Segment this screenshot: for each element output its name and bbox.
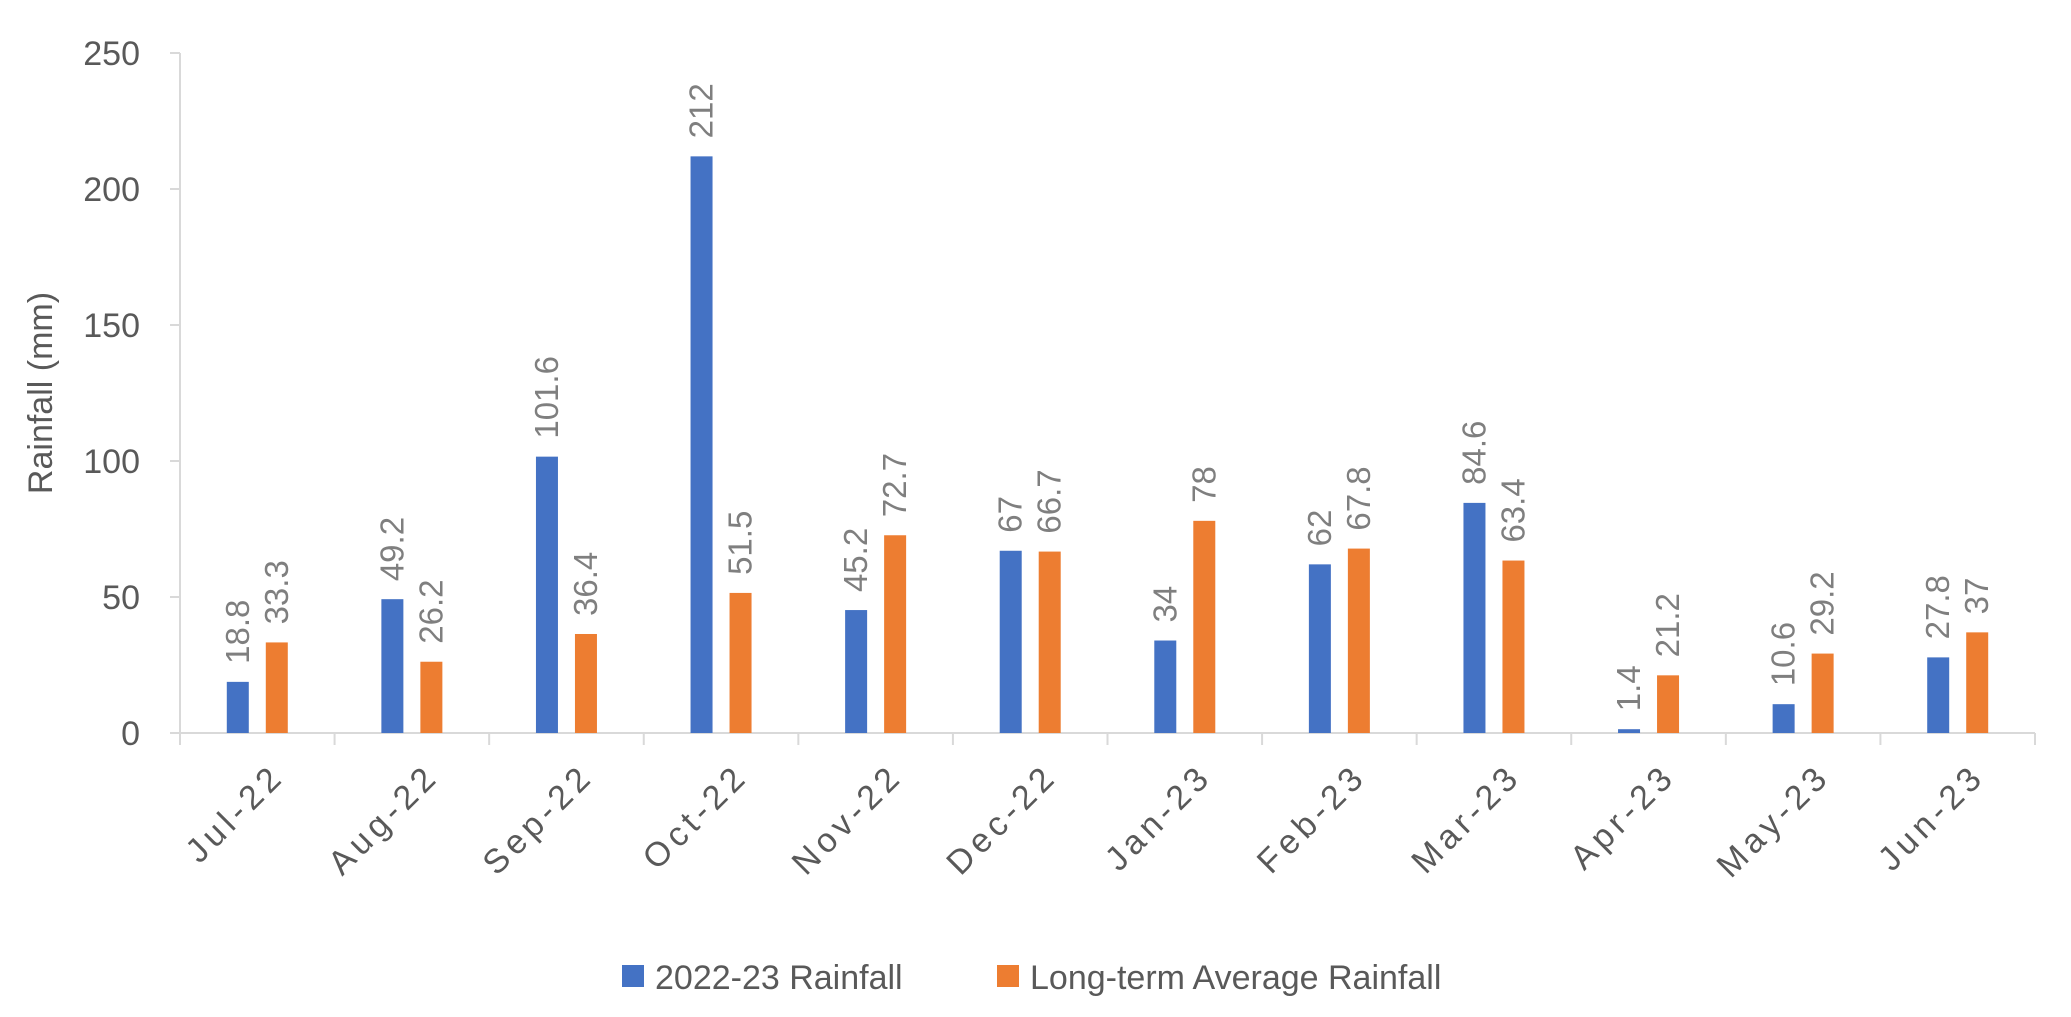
bar-average-may-23 xyxy=(1811,653,1834,733)
data-label-average: 72.7 xyxy=(876,453,913,517)
y-axis-ticks: 0 50 100 150 200 250 xyxy=(83,35,180,753)
data-label-current: 1.4 xyxy=(1610,665,1647,711)
bar-current-aug-22 xyxy=(381,599,404,733)
data-label-average: 63.4 xyxy=(1494,478,1531,542)
data-label-average: 21.2 xyxy=(1649,593,1686,657)
x-category-label: Apr-23 xyxy=(1563,757,1683,877)
legend-label-long-term[interactable]: Long-term Average Rainfall xyxy=(1030,959,1441,997)
bar-average-jun-23 xyxy=(1966,632,1989,733)
data-label-average: 33.3 xyxy=(258,560,295,624)
axis-lines xyxy=(179,53,2036,745)
bar-current-jul-22 xyxy=(226,681,249,733)
x-category-label: Dec-22 xyxy=(939,757,1065,883)
legend-swatch-2022-23 xyxy=(622,965,644,987)
bar-average-jul-22 xyxy=(265,642,288,733)
data-label-current: 45.2 xyxy=(837,528,874,592)
data-label-average: 36.4 xyxy=(567,552,604,616)
data-label-current: 10.6 xyxy=(1765,622,1802,686)
data-label-current: 49.2 xyxy=(373,517,410,581)
data-label-average: 66.7 xyxy=(1031,469,1068,533)
x-category-label: Sep-22 xyxy=(475,757,601,883)
x-category-label: Oct-22 xyxy=(635,757,755,877)
x-category-label: Jan-23 xyxy=(1098,757,1220,879)
data-label-current: 62 xyxy=(1301,510,1338,547)
bar-current-sep-22 xyxy=(535,456,558,733)
x-category-label: Feb-23 xyxy=(1250,757,1374,881)
bar-current-nov-22 xyxy=(845,610,868,733)
bar-average-jan-23 xyxy=(1193,520,1216,733)
bar-average-mar-23 xyxy=(1502,560,1525,733)
legend: 2022-23 Rainfall Long-term Average Rainf… xyxy=(622,959,1441,997)
bar-average-aug-22 xyxy=(420,661,443,733)
bar-current-jan-23 xyxy=(1154,640,1177,733)
y-axis-title: Rainfall (mm) xyxy=(22,292,60,494)
data-label-current: 67 xyxy=(992,496,1029,533)
data-label-average: 51.5 xyxy=(722,511,759,575)
data-label-average: 78 xyxy=(1185,466,1222,503)
y-tick-label: 50 xyxy=(102,579,140,617)
bar-average-feb-23 xyxy=(1347,548,1370,733)
bar-current-jun-23 xyxy=(1927,657,1950,733)
bars xyxy=(226,156,1989,734)
bar-average-dec-22 xyxy=(1038,551,1061,733)
data-label-average: 37 xyxy=(1958,578,1995,615)
x-category-label: Nov-22 xyxy=(785,757,911,883)
x-category-label: Aug-22 xyxy=(321,757,447,883)
y-tick-label: 150 xyxy=(83,307,140,345)
data-label-current: 34 xyxy=(1146,586,1183,623)
y-tick-label: 200 xyxy=(83,171,140,209)
y-tick-label: 100 xyxy=(83,443,140,481)
data-labels: 18.8 49.2 101.6 212 45.2 67 34 62 84.6 1.4 10.6 27.… xyxy=(219,83,1995,711)
y-tick-label: 250 xyxy=(83,35,140,73)
bar-current-apr-23 xyxy=(1618,729,1641,733)
x-category-label: Jul-22 xyxy=(178,757,292,871)
x-category-label: May-23 xyxy=(1710,757,1838,885)
x-category-label: Mar-23 xyxy=(1404,757,1528,881)
bar-current-dec-22 xyxy=(999,550,1022,733)
y-tick-label: 0 xyxy=(121,715,140,753)
data-label-current: 27.8 xyxy=(1919,575,1956,639)
bar-average-oct-22 xyxy=(729,592,752,733)
data-label-current: 212 xyxy=(683,83,720,138)
bar-current-feb-23 xyxy=(1308,564,1331,733)
x-axis-labels: Jul-22 Aug-22 Sep-22 Oct-22 Nov-22 Dec-22 Jan-… xyxy=(178,757,1992,885)
bar-current-oct-22 xyxy=(690,156,713,734)
data-label-average: 29.2 xyxy=(1804,571,1841,635)
bar-current-may-23 xyxy=(1772,704,1795,733)
data-label-current: 101.6 xyxy=(528,356,565,439)
bar-average-apr-23 xyxy=(1657,675,1680,733)
bar-average-nov-22 xyxy=(884,535,907,733)
data-label-current: 84.6 xyxy=(1455,421,1492,485)
legend-label-2022-23[interactable]: 2022-23 Rainfall xyxy=(655,959,903,997)
data-label-current: 18.8 xyxy=(219,600,256,664)
bar-current-mar-23 xyxy=(1463,502,1486,733)
bar-average-sep-22 xyxy=(574,633,597,733)
legend-swatch-long-term xyxy=(997,965,1019,987)
x-category-label: Jun-23 xyxy=(1871,757,1993,879)
data-label-average: 67.8 xyxy=(1340,466,1377,530)
data-label-average: 26.2 xyxy=(412,580,449,644)
